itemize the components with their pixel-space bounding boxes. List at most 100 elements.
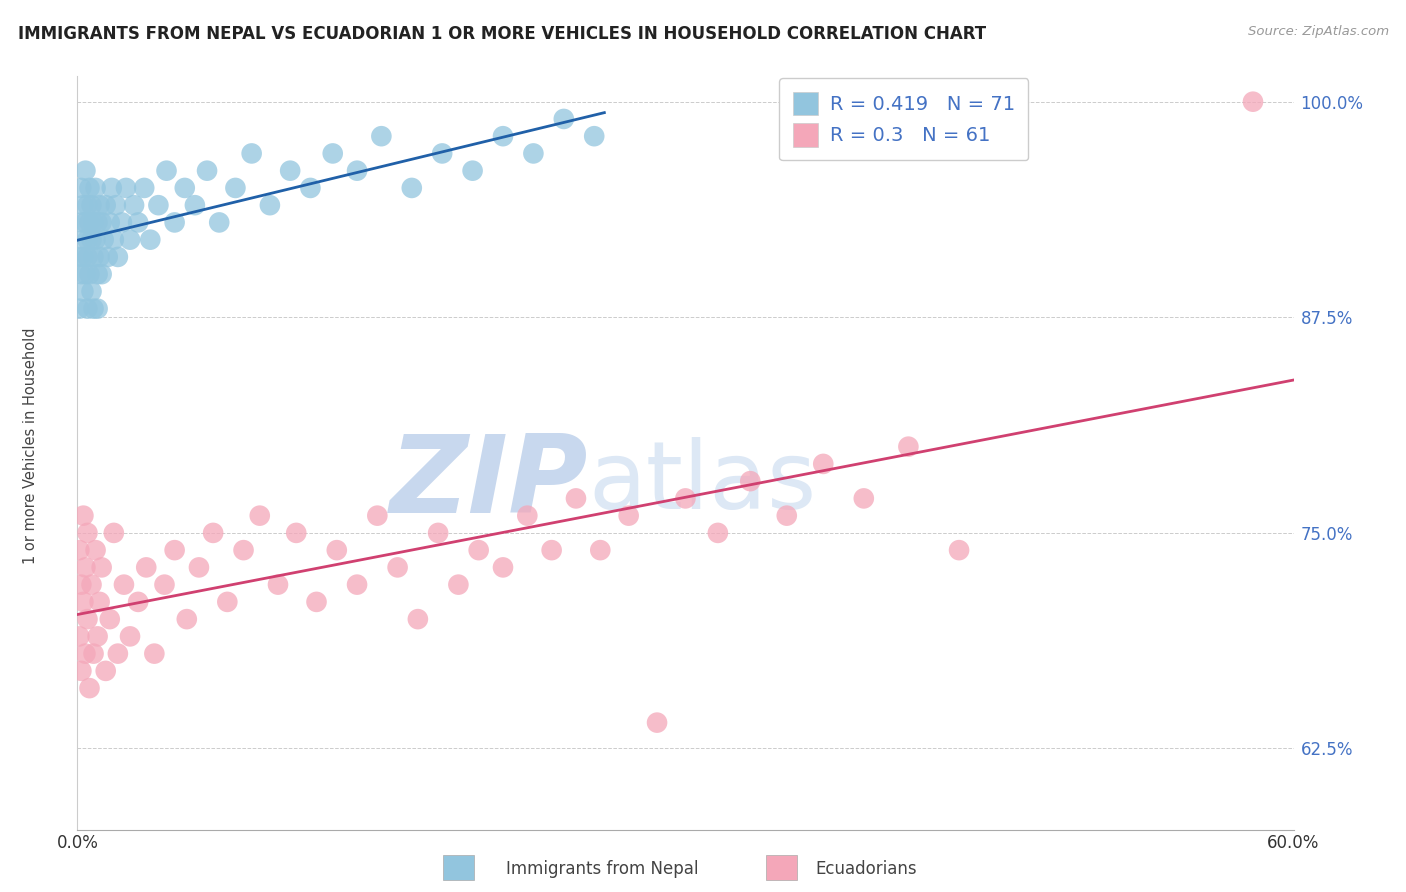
Point — [299, 181, 322, 195]
Point — [134, 181, 156, 195]
Point — [70, 664, 93, 678]
Point — [79, 681, 101, 695]
Point — [188, 560, 211, 574]
Point — [522, 146, 544, 161]
Point — [112, 577, 135, 591]
Point — [948, 543, 970, 558]
Point — [98, 215, 121, 229]
Point — [79, 267, 101, 281]
Point — [72, 285, 94, 299]
Point — [93, 233, 115, 247]
Point — [76, 250, 98, 264]
Point — [346, 577, 368, 591]
Point — [278, 163, 301, 178]
Point — [84, 181, 107, 195]
Text: Immigrants from Nepal: Immigrants from Nepal — [506, 860, 699, 878]
Point — [387, 560, 409, 574]
Point — [401, 181, 423, 195]
Point — [217, 595, 239, 609]
Text: Source: ZipAtlas.com: Source: ZipAtlas.com — [1249, 25, 1389, 38]
Point — [70, 577, 93, 591]
Point — [83, 215, 105, 229]
Point — [148, 198, 170, 212]
Point — [370, 129, 392, 144]
Point — [83, 250, 105, 264]
Point — [86, 267, 108, 281]
Point — [107, 250, 129, 264]
Point — [70, 267, 93, 281]
Point — [80, 198, 103, 212]
Point — [118, 629, 141, 643]
Point — [813, 457, 835, 471]
Point — [89, 250, 111, 264]
Point — [86, 301, 108, 316]
Point — [111, 215, 134, 229]
Point — [589, 543, 612, 558]
Point — [127, 595, 149, 609]
Point — [583, 129, 606, 144]
Point — [224, 181, 246, 195]
Point — [80, 233, 103, 247]
Point — [305, 595, 328, 609]
Point — [492, 560, 515, 574]
Point — [72, 508, 94, 523]
Point — [163, 543, 186, 558]
Point — [75, 215, 97, 229]
Point — [447, 577, 470, 591]
Point — [83, 647, 105, 661]
Point — [406, 612, 429, 626]
Point — [75, 560, 97, 574]
Point — [90, 215, 112, 229]
Text: 1 or more Vehicles in Household: 1 or more Vehicles in Household — [24, 327, 38, 565]
Text: IMMIGRANTS FROM NEPAL VS ECUADORIAN 1 OR MORE VEHICLES IN HOUSEHOLD CORRELATION : IMMIGRANTS FROM NEPAL VS ECUADORIAN 1 OR… — [18, 25, 987, 43]
Point — [118, 233, 141, 247]
Point — [675, 491, 697, 506]
Point — [89, 198, 111, 212]
Point — [72, 198, 94, 212]
Point — [70, 215, 93, 229]
Point — [139, 233, 162, 247]
Point — [322, 146, 344, 161]
Point — [184, 198, 207, 212]
Point — [122, 198, 145, 212]
Point — [70, 181, 93, 195]
Point — [83, 301, 105, 316]
Point — [76, 612, 98, 626]
Point — [76, 301, 98, 316]
Point — [75, 163, 97, 178]
Point — [86, 629, 108, 643]
Point — [67, 250, 90, 264]
Point — [72, 250, 94, 264]
Point — [72, 595, 94, 609]
Point — [427, 525, 450, 540]
Point — [84, 543, 107, 558]
Point — [565, 491, 588, 506]
Text: atlas: atlas — [588, 437, 817, 529]
Point — [176, 612, 198, 626]
Point — [79, 181, 101, 195]
Point — [89, 595, 111, 609]
Point — [67, 629, 90, 643]
Point — [617, 508, 640, 523]
Point — [155, 163, 177, 178]
Point — [67, 543, 90, 558]
Point — [94, 198, 117, 212]
Point — [135, 560, 157, 574]
Point — [86, 215, 108, 229]
Point — [94, 664, 117, 678]
Text: ZIP: ZIP — [389, 430, 588, 536]
Point — [101, 181, 124, 195]
Point — [645, 715, 668, 730]
Point — [98, 612, 121, 626]
Legend: R = 0.419   N = 71, R = 0.3   N = 61: R = 0.419 N = 71, R = 0.3 N = 61 — [779, 78, 1028, 161]
Point — [67, 301, 90, 316]
Point — [740, 474, 762, 488]
Point — [143, 647, 166, 661]
Point — [267, 577, 290, 591]
Point — [163, 215, 186, 229]
Point — [72, 233, 94, 247]
Point — [467, 543, 489, 558]
Point — [153, 577, 176, 591]
Point — [76, 198, 98, 212]
Point — [127, 215, 149, 229]
